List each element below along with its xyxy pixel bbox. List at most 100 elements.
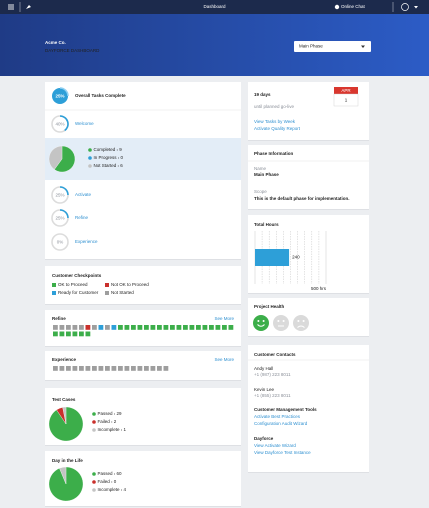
bullet <box>111 421 113 423</box>
bullet <box>118 157 120 159</box>
chat-icon <box>334 4 340 10</box>
ring-label: 25% <box>55 192 64 197</box>
user-menu[interactable] <box>401 3 409 11</box>
checkpoint-square <box>228 325 234 330</box>
checkpoint-square <box>183 325 188 330</box>
checkpoint-square <box>163 325 169 330</box>
legend-dot <box>88 164 92 168</box>
card-title: Customer Contacts <box>254 352 296 357</box>
bullet <box>111 481 113 483</box>
phase-link[interactable]: Refine <box>75 215 89 220</box>
checkpoint-square <box>131 366 136 371</box>
legend-count: 4 <box>124 487 127 492</box>
link[interactable]: View Dayforce Test Instance <box>254 450 311 455</box>
card <box>248 345 369 472</box>
section-title: Dayforce <box>254 436 274 441</box>
calendar-day: 1 <box>345 97 348 102</box>
card <box>248 145 369 209</box>
ring-arc <box>59 87 69 97</box>
contact-name: Andy Hall <box>254 366 273 371</box>
checkpoint-square <box>176 325 182 330</box>
ring-track <box>51 233 69 251</box>
see-more-link[interactable]: See More <box>214 316 234 321</box>
eye <box>282 320 285 322</box>
checkpoint-square <box>85 331 91 337</box>
card-title: Project Health <box>254 304 285 309</box>
eye <box>277 320 280 322</box>
checkpoint-square <box>98 366 104 371</box>
checkpoint-square <box>150 366 156 371</box>
checkpoint-square <box>202 325 208 330</box>
ring-arc <box>59 115 69 132</box>
legend-dot <box>88 156 92 160</box>
mouth <box>297 325 305 328</box>
legend-count: 60 <box>117 471 123 476</box>
card <box>45 310 241 346</box>
caret <box>414 6 418 9</box>
legend-label: Passed <box>98 471 114 476</box>
card-title: Phase Information <box>254 151 294 156</box>
calendar-body <box>333 93 359 107</box>
health-face[interactable] <box>293 315 309 331</box>
checkpoint-square <box>215 325 221 330</box>
pie-slice <box>48 145 63 170</box>
go-live-caption: until planned go-live <box>254 104 295 109</box>
bullet <box>116 149 118 151</box>
phase-select[interactable] <box>294 41 371 52</box>
see-more-link[interactable]: See More <box>214 357 234 362</box>
expanded-panel <box>45 138 241 180</box>
card-title: Total Hours <box>254 222 279 227</box>
legend-dot <box>92 420 96 424</box>
phase-select-value[interactable]: Main Phase <box>299 44 323 49</box>
link[interactable]: Activate Quality Report <box>254 126 301 131</box>
pin-icon[interactable] <box>26 5 31 9</box>
ring-label: 0% <box>57 239 64 244</box>
legend-swatch <box>105 283 109 287</box>
card-title: Refine <box>52 316 66 321</box>
legend-count: 9 <box>119 147 122 152</box>
card-title: Experience <box>52 357 77 362</box>
health-face[interactable] <box>253 315 269 331</box>
legend-label: In Progress <box>94 155 118 160</box>
online-chat[interactable]: Online Chat <box>341 4 366 9</box>
link[interactable]: View Activate Wizard <box>254 443 296 448</box>
link[interactable]: View Tasks by Week <box>254 119 296 124</box>
checkpoint-square <box>59 366 65 371</box>
legend-label: Failed <box>98 479 111 484</box>
ring-inner <box>54 90 66 102</box>
phase-link[interactable]: Activate <box>75 192 92 197</box>
calendar-top <box>334 87 358 94</box>
card <box>45 266 241 304</box>
field-value: This is the default phase for implementa… <box>254 196 350 201</box>
checkpoint-square <box>79 366 84 371</box>
ring-arc <box>59 209 69 219</box>
health-face[interactable] <box>273 315 289 331</box>
legend-label: Failed <box>98 419 111 424</box>
checkpoint-square <box>59 331 65 337</box>
checkpoint-square <box>118 366 123 371</box>
link[interactable]: Activate Best Practices <box>254 414 301 419</box>
legend-label: Ready for Customer <box>58 290 99 295</box>
legend-dot <box>92 480 96 484</box>
phase-link[interactable]: Experience <box>75 239 98 244</box>
legend-label: Not Started <box>94 163 117 168</box>
checkpoint-square <box>209 325 214 330</box>
checkpoint-square <box>222 325 227 330</box>
card-title: Test Cases <box>52 397 76 402</box>
bar-label: 240 <box>292 255 300 260</box>
checkpoint-square <box>85 366 91 371</box>
checkpoint-square <box>105 325 110 330</box>
pie-slice <box>62 406 67 425</box>
checkpoint-square <box>105 366 110 371</box>
menu-button[interactable] <box>8 4 14 10</box>
pie-slice <box>59 466 67 485</box>
link[interactable]: Configuration Audit Wizard <box>254 421 308 426</box>
phase-link[interactable]: Welcome <box>75 121 94 126</box>
checkpoint-square <box>157 366 162 371</box>
contact-phone: +1 (987) 223 8011 <box>254 372 291 377</box>
checkpoint-square <box>137 366 143 371</box>
checkpoint-square <box>66 366 71 371</box>
face <box>273 315 289 331</box>
checkpoint-square <box>111 325 117 330</box>
checkpoint-square <box>79 331 84 337</box>
